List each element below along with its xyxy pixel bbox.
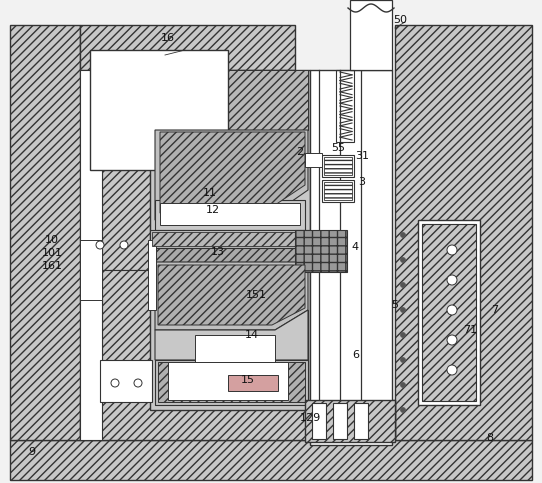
Bar — [150, 230, 310, 248]
Bar — [324, 157, 352, 175]
Circle shape — [401, 232, 405, 238]
Circle shape — [447, 245, 457, 255]
Bar — [422, 224, 476, 401]
Text: 71: 71 — [463, 325, 477, 335]
Bar — [102, 70, 150, 270]
Bar — [152, 232, 308, 246]
Bar — [322, 155, 354, 177]
Bar — [354, 403, 368, 439]
Polygon shape — [158, 265, 305, 325]
Bar — [395, 25, 532, 440]
Bar — [310, 70, 392, 445]
Circle shape — [120, 241, 128, 249]
Bar — [80, 240, 102, 300]
Bar — [312, 403, 326, 439]
Polygon shape — [158, 362, 305, 402]
Bar — [102, 270, 150, 400]
Text: 10: 10 — [45, 235, 59, 245]
Text: 161: 161 — [42, 261, 62, 271]
Polygon shape — [155, 262, 308, 330]
Bar — [336, 70, 354, 142]
Polygon shape — [155, 70, 308, 130]
Bar — [333, 403, 347, 439]
Circle shape — [401, 383, 405, 387]
Circle shape — [401, 357, 405, 363]
Bar — [155, 200, 305, 230]
Circle shape — [401, 283, 405, 287]
Bar — [150, 248, 312, 262]
Bar — [305, 400, 395, 442]
Bar — [148, 240, 156, 310]
Circle shape — [401, 308, 405, 313]
Bar — [322, 180, 354, 202]
Text: 15: 15 — [241, 375, 255, 385]
Text: 7: 7 — [492, 305, 499, 315]
Text: 9: 9 — [28, 447, 36, 457]
Text: 8: 8 — [486, 433, 494, 443]
Bar — [305, 153, 322, 167]
Bar — [80, 400, 395, 440]
Polygon shape — [155, 310, 308, 360]
Text: 12: 12 — [206, 205, 220, 215]
Circle shape — [96, 241, 104, 249]
Circle shape — [447, 365, 457, 375]
Bar — [90, 50, 228, 170]
Circle shape — [401, 408, 405, 412]
Bar — [80, 25, 295, 70]
Text: 14: 14 — [245, 330, 259, 340]
Text: 13: 13 — [211, 247, 225, 257]
Text: 151: 151 — [246, 290, 267, 300]
Polygon shape — [160, 132, 305, 213]
Bar — [228, 375, 278, 391]
Bar — [10, 25, 80, 440]
Text: 6: 6 — [352, 350, 359, 360]
Text: 101: 101 — [42, 248, 62, 258]
Bar — [168, 362, 288, 400]
Polygon shape — [155, 360, 308, 405]
Text: 11: 11 — [203, 188, 217, 198]
Bar — [350, 0, 392, 70]
Text: 31: 31 — [355, 151, 369, 161]
Circle shape — [447, 275, 457, 285]
Polygon shape — [155, 310, 308, 405]
Circle shape — [447, 335, 457, 345]
Circle shape — [111, 379, 119, 387]
Circle shape — [447, 305, 457, 315]
Polygon shape — [155, 130, 308, 220]
Text: 5: 5 — [391, 300, 398, 310]
Text: 55: 55 — [331, 143, 345, 153]
Bar — [295, 230, 347, 272]
Text: 50: 50 — [393, 15, 407, 25]
Circle shape — [401, 332, 405, 338]
Bar — [418, 220, 480, 405]
Circle shape — [401, 257, 405, 262]
Text: 16: 16 — [161, 33, 175, 43]
Text: 4: 4 — [351, 242, 359, 252]
Bar — [100, 360, 152, 402]
Polygon shape — [150, 70, 310, 410]
Bar — [195, 335, 275, 375]
Bar — [160, 203, 300, 225]
Bar — [324, 182, 352, 200]
Bar — [80, 70, 102, 440]
Text: 3: 3 — [358, 177, 365, 187]
Text: 2: 2 — [296, 147, 304, 157]
Bar — [10, 440, 532, 480]
Circle shape — [134, 379, 142, 387]
Text: 129: 129 — [299, 413, 321, 423]
